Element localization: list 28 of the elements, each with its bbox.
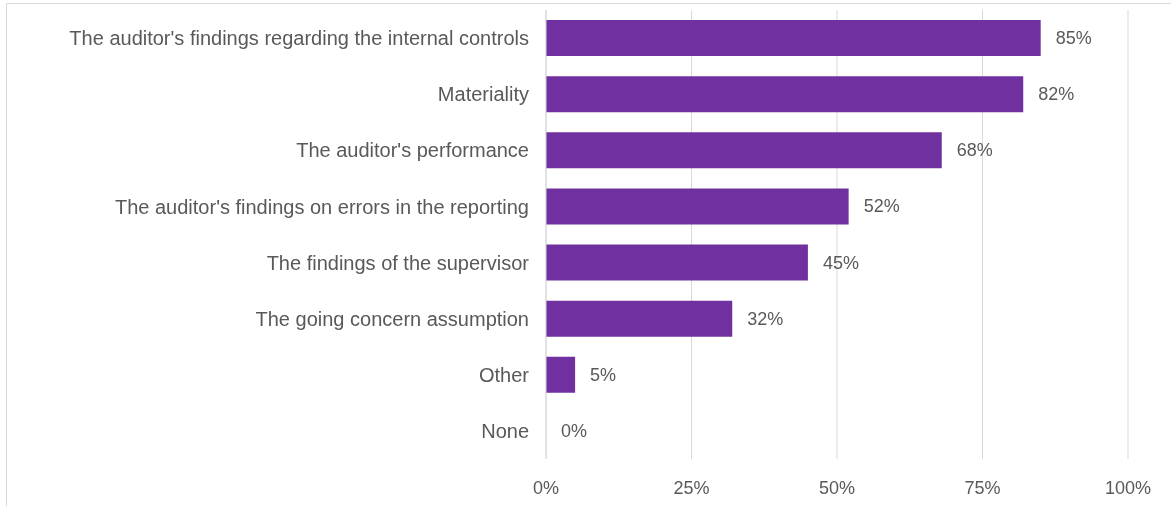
x-tick-label: 0% (532, 477, 560, 498)
data-label: 82% (1038, 84, 1075, 105)
y-tick-label: None (481, 420, 529, 443)
bar (546, 356, 576, 393)
y-tick-label: The findings of the supervisor (266, 251, 530, 274)
data-label: 45% (822, 252, 859, 273)
data-label: 32% (747, 308, 784, 329)
bar (546, 76, 1024, 113)
x-tick-label: 25% (673, 477, 710, 498)
y-tick-label: Materiality (437, 83, 529, 106)
data-label: 68% (956, 140, 993, 161)
y-tick-label: Other (478, 363, 530, 386)
data-label: 5% (590, 364, 617, 385)
bar (546, 244, 808, 281)
y-tick-label: The auditor's findings regarding the internal controls (69, 27, 529, 50)
x-tick-label: 100% (1104, 477, 1152, 498)
bar (546, 20, 1041, 57)
data-label: 0% (561, 420, 588, 441)
data-label: 85% (1055, 28, 1092, 49)
data-label: 52% (863, 196, 900, 217)
y-tick-label: The auditor's findings on errors in the reporting (114, 195, 529, 218)
y-tick-label: The auditor's performance (296, 139, 529, 162)
bar (546, 188, 849, 225)
x-tick-label: 75% (964, 477, 1001, 498)
bar (546, 132, 942, 169)
y-tick-label: The going concern assumption (255, 307, 529, 330)
x-tick-label: 50% (818, 477, 856, 498)
bar (546, 300, 733, 337)
